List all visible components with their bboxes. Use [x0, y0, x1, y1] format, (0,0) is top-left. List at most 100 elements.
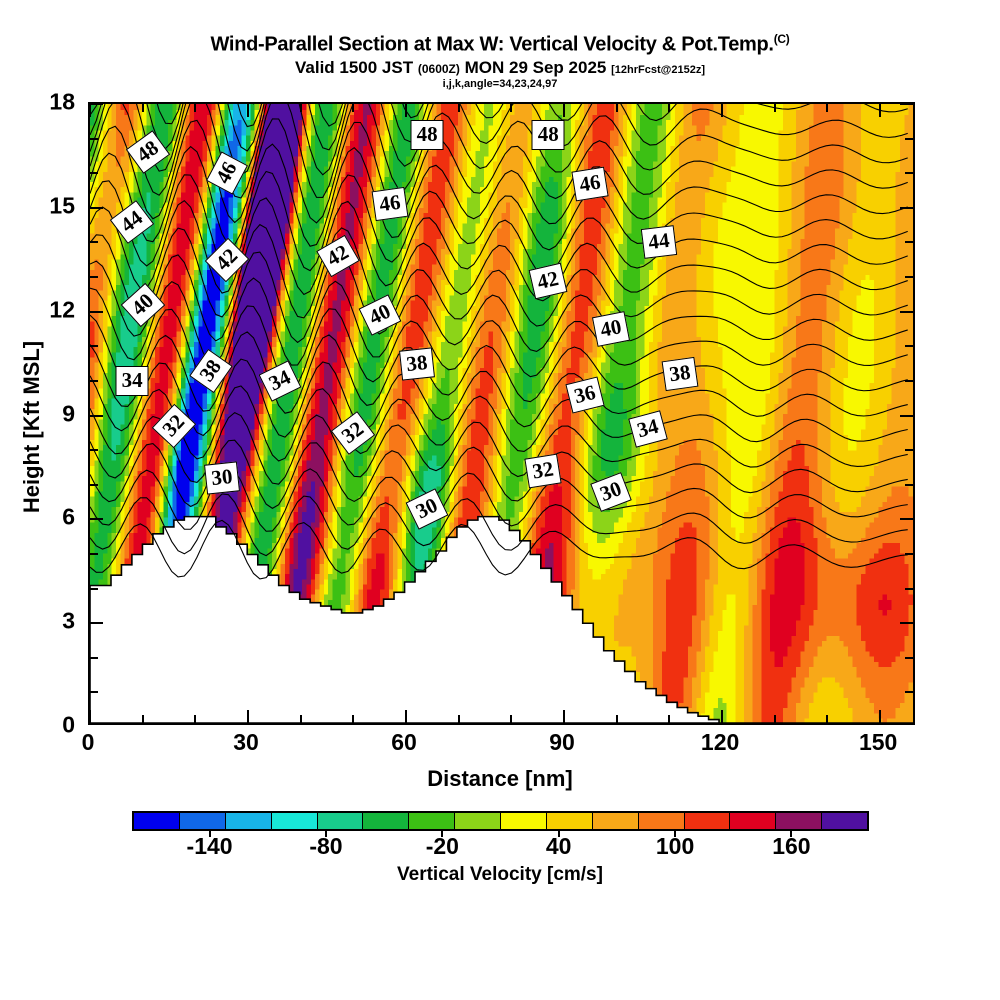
y-axis-tick	[905, 691, 913, 694]
y-tick-label: 9	[62, 402, 75, 425]
x-axis-tick	[773, 104, 776, 112]
y-axis-tick	[90, 241, 98, 244]
x-axis-tick	[668, 715, 671, 723]
x-axis-tick	[457, 104, 460, 112]
x-axis-tick	[194, 715, 197, 723]
y-axis-tick	[90, 310, 103, 313]
x-axis-tick	[721, 104, 724, 117]
y-axis-tick	[90, 137, 98, 140]
colorbar-tick	[790, 831, 793, 837]
y-tick-label: 0	[62, 713, 75, 737]
y-axis-tick	[90, 622, 103, 625]
y-axis-tick	[90, 656, 98, 659]
contour-label: 46	[371, 187, 409, 222]
x-axis-tick	[247, 710, 250, 723]
x-tick-label: 90	[549, 731, 575, 754]
colorbar-tick	[324, 831, 327, 837]
y-axis-tick	[900, 310, 913, 313]
x-axis-tick	[826, 715, 829, 723]
plot-canvas	[90, 104, 913, 723]
x-axis-tick	[405, 104, 408, 117]
x-tick-label: 30	[233, 731, 259, 754]
y-axis-tick	[90, 518, 103, 521]
x-axis-tick	[721, 710, 724, 723]
y-axis-title: Height [Kft MSL]	[19, 227, 45, 627]
colorbar-title: Vertical Velocity [cm/s]	[0, 864, 1000, 886]
x-axis-tick	[405, 710, 408, 723]
y-axis-tick	[90, 206, 103, 209]
y-axis-tick	[905, 587, 913, 590]
x-axis-tick	[826, 104, 829, 112]
cross-section-plot: 48 46 44 42 40 38 34 32 30 42 40 34 32 30 46 48 38 48 46 44…	[88, 102, 915, 725]
contour-label: 46	[571, 166, 610, 201]
colorbar-segment	[776, 813, 823, 829]
y-tick-label: 3	[62, 609, 75, 633]
x-axis-tick	[90, 710, 91, 723]
x-axis-tick	[352, 715, 355, 723]
colorbar-segment	[317, 813, 364, 829]
y-axis-tick	[905, 449, 913, 452]
x-axis-tick	[563, 104, 566, 117]
y-axis-tick	[905, 552, 913, 555]
y-axis-tick	[905, 656, 913, 659]
y-axis-tick	[905, 379, 913, 382]
x-tick-label: 0	[82, 731, 95, 754]
colorbar-segment	[638, 813, 685, 829]
y-axis-tick	[905, 241, 913, 244]
y-axis-tick	[90, 414, 103, 417]
x-axis-tick	[299, 104, 302, 112]
y-axis-tick	[90, 172, 98, 175]
y-axis-tick	[90, 587, 98, 590]
x-axis-tick	[457, 715, 460, 723]
x-axis-tick	[141, 715, 144, 723]
colorbar-tick	[674, 831, 677, 837]
y-axis-tick	[90, 379, 98, 382]
x-axis-tick	[247, 104, 250, 117]
y-axis-tick	[905, 483, 913, 486]
colorbar-tick-label: -80	[309, 835, 342, 858]
contour-label: 44	[640, 225, 678, 260]
y-axis-tick	[900, 414, 913, 417]
y-axis-tick	[900, 104, 913, 105]
x-axis-title: Distance [nm]	[0, 766, 1000, 792]
x-axis-tick	[773, 715, 776, 723]
x-axis-tick	[352, 104, 355, 112]
copyright-mark: (C)	[774, 32, 790, 46]
title-block: Wind-Parallel Section at Max W: Vertical…	[0, 0, 1000, 90]
x-axis-tick	[563, 710, 566, 723]
y-axis-tick	[905, 172, 913, 175]
contour-label: 48	[410, 120, 444, 151]
subtitle: Valid 1500 JST (0600Z) MON 29 Sep 2025 […	[0, 59, 1000, 76]
contour-label: 34	[115, 365, 149, 396]
y-axis-tick	[90, 552, 98, 555]
x-axis-tick	[879, 104, 882, 117]
colorbar-tick	[441, 831, 444, 837]
contour-label: 30	[203, 461, 240, 495]
y-axis-tick	[905, 276, 913, 279]
colorbar-tick-label: 100	[656, 835, 694, 858]
y-axis-tick	[90, 449, 98, 452]
x-axis-tick	[141, 104, 144, 112]
colorbar-tick	[208, 831, 211, 837]
colorbar-segment	[592, 813, 639, 829]
contour-label: 40	[592, 311, 631, 347]
colorbar-segment	[179, 813, 226, 829]
colorbar-tick-label: 40	[546, 835, 572, 858]
x-axis-tick	[299, 715, 302, 723]
x-axis-tick	[615, 715, 618, 723]
y-axis-tick	[90, 691, 98, 694]
y-axis-tick	[90, 276, 98, 279]
y-axis-tick	[905, 137, 913, 140]
y-axis-tick	[90, 483, 98, 486]
colorbar-segment	[363, 813, 410, 829]
y-axis-tick	[900, 206, 913, 209]
potential-temperature-contours	[90, 104, 908, 580]
contour-label: 38	[398, 346, 435, 381]
page-title: Wind-Parallel Section at Max W: Vertical…	[0, 33, 1000, 55]
colorbar-segment	[730, 813, 777, 829]
subtitle-indices: i,j,k,angle=34,23,24,97	[0, 78, 1000, 90]
terrain-mask	[90, 515, 913, 723]
x-tick-label: 120	[701, 731, 739, 754]
x-axis-tick	[615, 104, 618, 112]
y-axis-tick	[900, 518, 913, 521]
